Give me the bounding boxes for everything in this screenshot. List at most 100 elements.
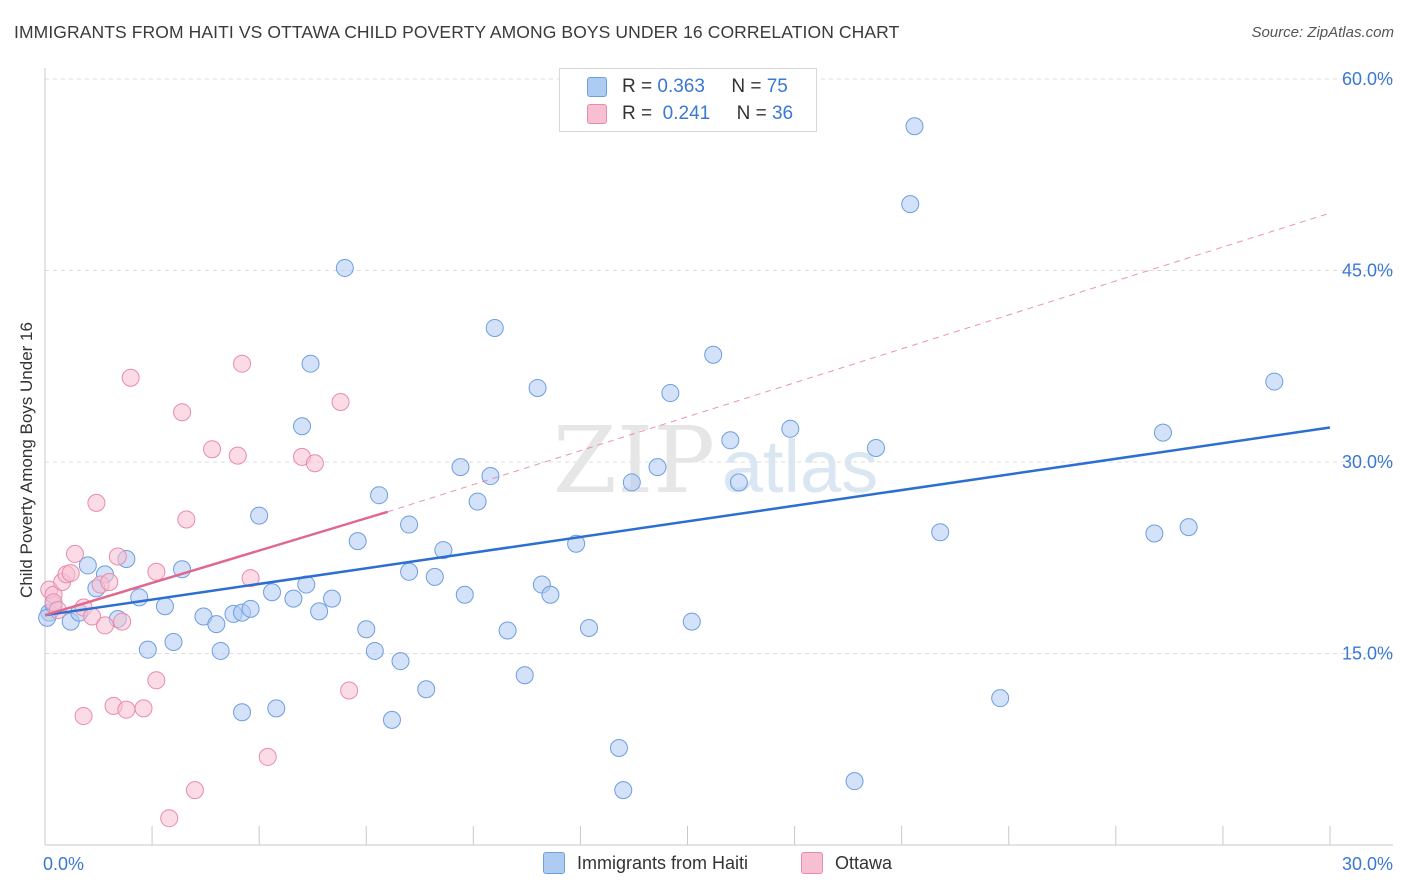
trend-line-ottawa — [44, 510, 389, 617]
point-ottawa — [117, 700, 136, 719]
point-haiti — [267, 699, 286, 718]
point-haiti — [498, 621, 517, 640]
point-ottawa — [65, 544, 84, 563]
point-haiti — [138, 640, 157, 659]
point-haiti — [263, 583, 282, 602]
point-haiti — [207, 615, 226, 634]
point-ottawa — [305, 454, 324, 473]
point-ottawa — [340, 681, 359, 700]
legend-swatch-pink — [587, 104, 607, 124]
point-haiti — [382, 710, 401, 729]
point-haiti — [400, 515, 419, 534]
x-tick-label: 0.0% — [43, 854, 84, 874]
point-ottawa — [95, 616, 114, 635]
point-haiti — [609, 738, 628, 757]
tick-labels: 15.0% 30.0% 45.0% 60.0% 0.0% 30.0% — [43, 69, 1393, 874]
point-ottawa — [147, 562, 166, 581]
point-haiti — [729, 473, 748, 492]
point-haiti — [357, 620, 376, 639]
point-haiti — [434, 541, 453, 560]
point-ottawa — [61, 564, 80, 583]
trend-line-haiti — [44, 426, 1331, 617]
chart-title: IMMIGRANTS FROM HAITI VS OTTAWA CHILD PO… — [14, 22, 900, 42]
point-haiti — [155, 597, 174, 616]
point-haiti — [1265, 372, 1284, 391]
point-haiti — [310, 602, 329, 621]
point-haiti — [1153, 423, 1172, 442]
point-haiti — [455, 585, 474, 604]
point-haiti — [991, 689, 1010, 708]
legend-n-label: N = — [731, 76, 767, 97]
point-haiti — [365, 641, 384, 660]
point-haiti — [301, 354, 320, 373]
point-haiti — [348, 532, 367, 551]
y-tick-label: 30.0% — [1342, 452, 1393, 472]
legend-swatch-blue — [587, 77, 607, 97]
x-tick-label: 30.0% — [1342, 854, 1393, 874]
point-haiti — [845, 772, 864, 791]
axes — [44, 68, 1393, 846]
point-haiti — [1179, 518, 1198, 537]
point-haiti — [1145, 524, 1164, 543]
watermark: ZIP atlas — [553, 407, 878, 514]
point-haiti — [417, 680, 436, 699]
legend-r-value: 0.363 — [657, 76, 705, 97]
point-haiti — [370, 486, 389, 505]
point-haiti — [481, 467, 500, 486]
point-haiti — [622, 473, 641, 492]
point-haiti — [284, 589, 303, 608]
point-ottawa — [173, 403, 192, 422]
point-haiti — [250, 506, 269, 525]
legend-row-ottawa: R = 0.241 N = 36 — [587, 102, 793, 126]
legend-r-label: R = — [622, 103, 658, 124]
point-haiti — [391, 652, 410, 671]
point-haiti — [451, 458, 470, 477]
point-haiti — [905, 117, 924, 136]
data-points — [38, 117, 1284, 828]
legend-r-label: R = — [622, 76, 658, 97]
trend-lines — [44, 212, 1331, 617]
point-haiti — [468, 492, 487, 511]
point-ottawa — [331, 392, 350, 411]
legend-label-haiti: Immigrants from Haiti — [577, 852, 749, 873]
point-haiti — [164, 633, 183, 652]
point-haiti — [335, 258, 354, 277]
legend-n-label: N = — [736, 103, 772, 124]
source-label: Source: ZipAtlas.com — [1251, 24, 1394, 41]
point-haiti — [322, 589, 341, 608]
point-ottawa — [241, 569, 260, 588]
watermark-zip: ZIP — [553, 407, 715, 514]
legend-n-value: 75 — [766, 76, 788, 97]
correlation-legend: R = 0.363 N = 75 R = 0.241 N = 36 — [559, 68, 817, 132]
point-haiti — [866, 438, 885, 457]
point-ottawa — [113, 612, 132, 631]
point-haiti — [541, 585, 560, 604]
point-ottawa — [121, 368, 140, 387]
legend-item-haiti[interactable]: Immigrants from Haiti — [543, 852, 748, 874]
watermark-atlas: atlas — [722, 425, 878, 508]
legend-item-ottawa[interactable]: Ottawa — [801, 852, 892, 874]
point-haiti — [901, 195, 920, 214]
point-haiti — [400, 562, 419, 581]
legend-label-ottawa: Ottawa — [835, 852, 893, 873]
y-tick-label: 15.0% — [1342, 644, 1393, 664]
legend-swatch-blue — [543, 852, 565, 874]
point-haiti — [233, 703, 252, 722]
point-haiti — [485, 318, 504, 337]
point-ottawa — [160, 809, 179, 828]
legend-row-haiti: R = 0.363 N = 75 — [587, 75, 788, 99]
point-haiti — [648, 458, 667, 477]
point-haiti — [682, 612, 701, 631]
point-ottawa — [258, 747, 277, 766]
point-ottawa — [185, 781, 204, 800]
point-haiti — [661, 384, 680, 403]
point-ottawa — [228, 446, 247, 465]
point-haiti — [579, 618, 598, 637]
point-ottawa — [100, 573, 119, 592]
y-tick-label: 60.0% — [1342, 69, 1393, 89]
y-tick-label: 45.0% — [1342, 261, 1393, 281]
point-haiti — [931, 523, 950, 542]
point-ottawa — [147, 671, 166, 690]
point-haiti — [515, 666, 534, 685]
point-haiti — [211, 641, 230, 660]
